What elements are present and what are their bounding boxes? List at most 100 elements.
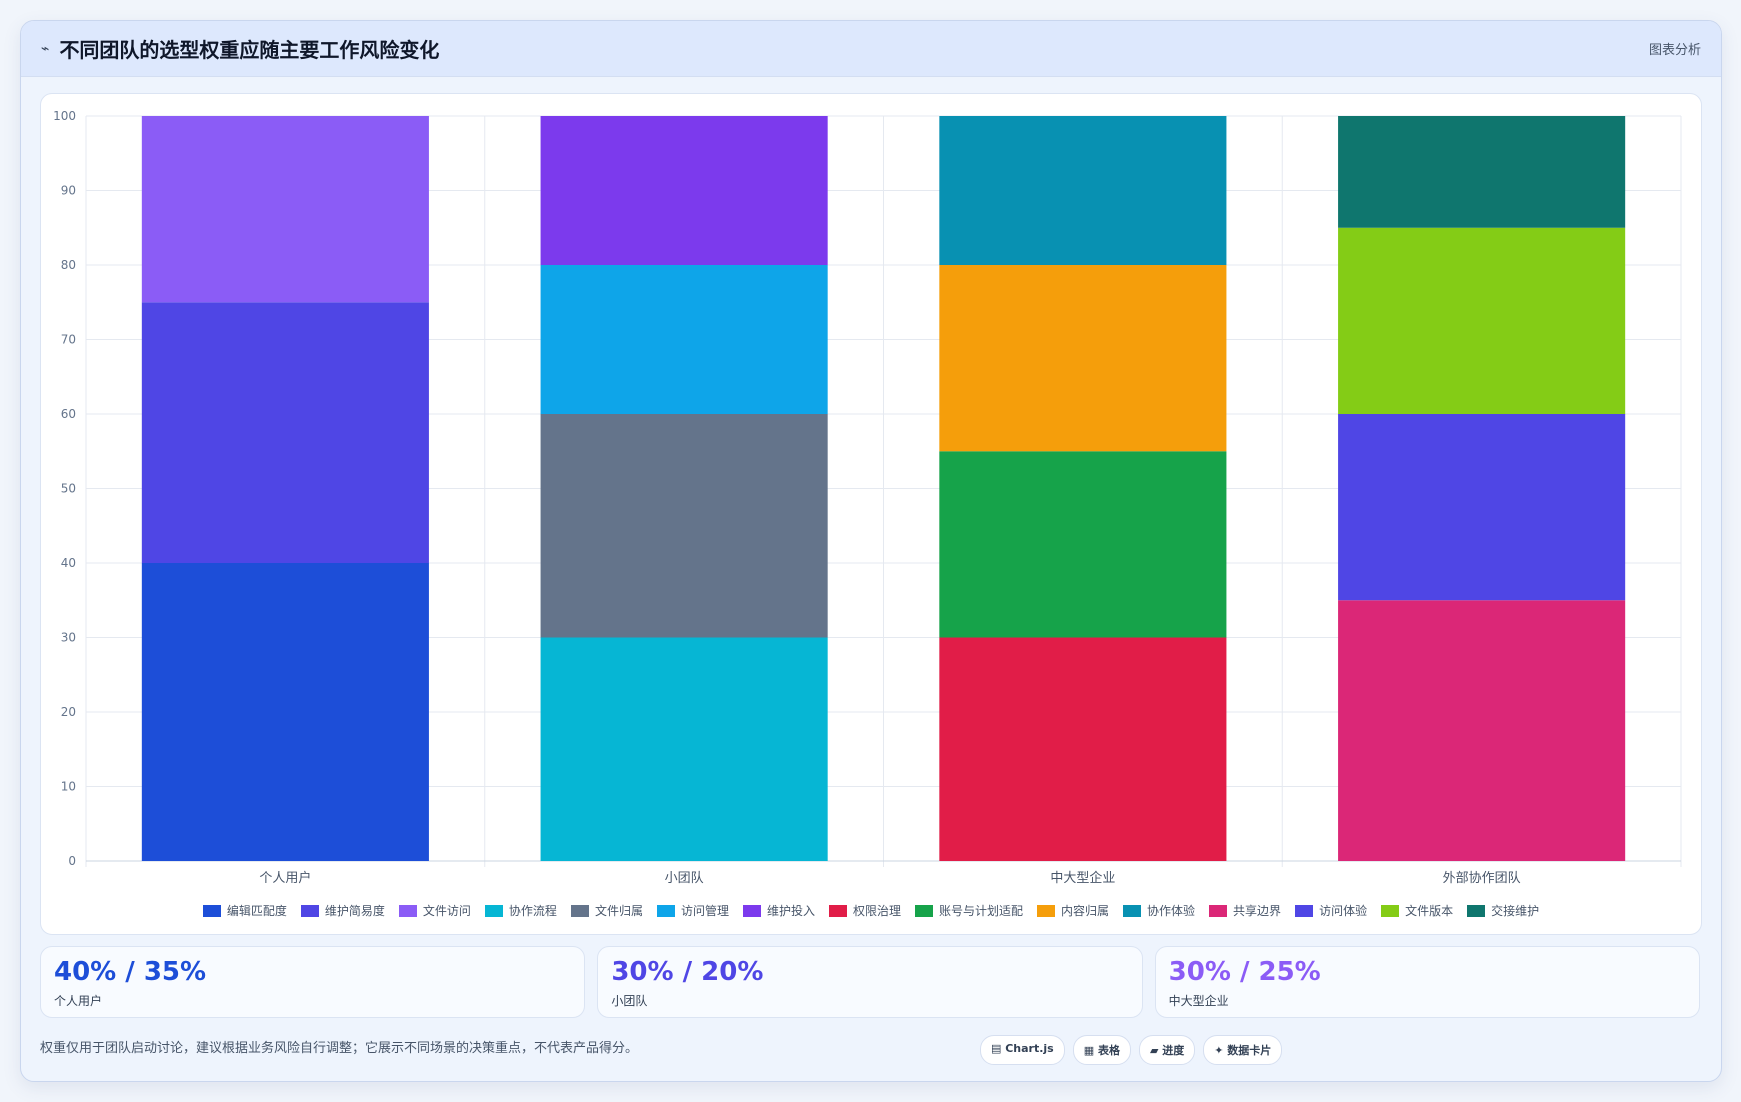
legend-swatch bbox=[1037, 904, 1056, 917]
legend-item[interactable]: 共享边界 bbox=[1209, 902, 1281, 919]
legend-swatch bbox=[1381, 904, 1400, 917]
chart-title: 不同团队的选型权重应随主要工作风险变化 bbox=[59, 38, 440, 62]
y-tick-label: 100 bbox=[53, 109, 76, 123]
x-tick-label: 小团队 bbox=[665, 871, 704, 886]
card-header: ⌁ 不同团队的选型权重应随主要工作风险变化 图表分析 bbox=[21, 21, 1721, 77]
legend-item[interactable]: 维护投入 bbox=[742, 902, 815, 919]
y-tick-label: 0 bbox=[68, 854, 76, 868]
bar-segment bbox=[141, 302, 429, 563]
bar-segment bbox=[540, 414, 828, 638]
card-footer: 权重仅用于团队启动讨论，建议根据业务风险自行调整；它展示不同场景的决策重点，不代… bbox=[40, 1035, 1700, 1067]
view-chips: ▤ Chart.js ▦ 表格 ▰ 进度 ✦ 数据卡片 bbox=[980, 1035, 1283, 1065]
legend-item[interactable]: 内容归属 bbox=[1037, 902, 1109, 919]
stat-value: 40% / 35% bbox=[54, 957, 207, 987]
line-chart-icon: ⌁ bbox=[41, 40, 50, 57]
stat-card: 30% / 20% 小团队 bbox=[597, 946, 1143, 1018]
legend-label: 共享边界 bbox=[1233, 904, 1282, 918]
y-tick-label: 60 bbox=[61, 407, 76, 421]
stat-card: 30% / 25% 中大型企业 bbox=[1154, 946, 1700, 1018]
bar-segment bbox=[1338, 414, 1626, 601]
legend-swatch bbox=[202, 904, 221, 917]
legend-swatch bbox=[300, 904, 319, 917]
legend-item[interactable]: 权限治理 bbox=[828, 902, 901, 919]
x-tick-label: 个人用户 bbox=[259, 870, 311, 886]
legend-label: 编辑匹配度 bbox=[226, 904, 287, 918]
legend-swatch bbox=[484, 904, 503, 917]
stacked-bar-chart: 0 10 20 30 40 50 60 70 80 90 100 个人用户 小团队 中大型企业 外部协作团队 bbox=[53, 109, 1682, 886]
bar-segment bbox=[540, 116, 828, 265]
legend-item[interactable]: 维护简易度 bbox=[300, 902, 385, 919]
legend-label: 内容归属 bbox=[1061, 904, 1110, 918]
y-tick-label: 70 bbox=[61, 333, 76, 347]
stat-cards: 40% / 35% 个人用户 30% / 20% 小团队 30% / 25% 中大型企业 bbox=[40, 946, 1700, 1018]
y-tick-label: 30 bbox=[61, 631, 76, 645]
legend-item[interactable]: 文件版本 bbox=[1381, 902, 1453, 919]
legend-item[interactable]: 访问管理 bbox=[656, 902, 729, 919]
legend-label: 账号与计划适配 bbox=[939, 904, 1024, 918]
y-tick-label: 40 bbox=[61, 556, 76, 570]
legend-item[interactable]: 交接维护 bbox=[1467, 902, 1539, 919]
legend-item[interactable]: 账号与计划适配 bbox=[915, 902, 1023, 919]
legend-swatch bbox=[1467, 904, 1486, 917]
bar-segment bbox=[939, 451, 1227, 638]
card-chip[interactable]: ✦ 数据卡片 bbox=[1203, 1035, 1283, 1065]
legend-item[interactable]: 协作流程 bbox=[484, 902, 557, 919]
y-tick-label: 80 bbox=[61, 258, 76, 272]
legend-swatch bbox=[1209, 904, 1228, 917]
legend-label: 文件版本 bbox=[1405, 904, 1454, 918]
stat-label: 中大型企业 bbox=[1168, 994, 1229, 1009]
legend-swatch bbox=[1295, 904, 1314, 917]
bar-segment bbox=[939, 116, 1227, 265]
legend-item[interactable]: 文件归属 bbox=[570, 902, 643, 919]
legend-swatch bbox=[915, 904, 933, 917]
bar-segment bbox=[141, 116, 429, 303]
bar-segment bbox=[1338, 227, 1626, 414]
x-tick-label: 中大型企业 bbox=[1050, 870, 1115, 886]
legend-item[interactable]: 编辑匹配度 bbox=[202, 902, 287, 919]
table-chip[interactable]: ▦ 表格 bbox=[1072, 1035, 1131, 1065]
legend-label: 维护简易度 bbox=[324, 904, 385, 918]
y-tick-label: 90 bbox=[61, 184, 76, 198]
y-tick-label: 20 bbox=[61, 705, 76, 719]
progress-chip[interactable]: ▰ 进度 bbox=[1138, 1035, 1196, 1065]
legend-label: 访问管理 bbox=[680, 904, 729, 918]
bar-segment bbox=[141, 563, 429, 861]
bar-segment bbox=[540, 637, 828, 861]
x-tick-label: 外部协作团队 bbox=[1443, 871, 1521, 886]
chart-panel: 0 10 20 30 40 50 60 70 80 90 100 个人用户 小团队 中大型企业 外部协作团队… bbox=[40, 93, 1702, 935]
bar-segment bbox=[939, 265, 1227, 452]
footer-note: 权重仅用于团队启动讨论，建议根据业务风险自行调整；它展示不同场景的决策重点，不代… bbox=[40, 1041, 639, 1056]
chart-analysis-link[interactable]: 图表分析 bbox=[1648, 43, 1701, 58]
y-tick-label: 10 bbox=[61, 780, 76, 794]
stat-card: 40% / 35% 个人用户 bbox=[40, 946, 586, 1018]
legend-swatch bbox=[828, 904, 847, 917]
legend-label: 交接维护 bbox=[1491, 904, 1540, 918]
chart-legend: 编辑匹配度 维护简易度 文件访问 协作流程 文件归属 访问管理 维护投入 权限治理 账号与计划适… bbox=[41, 902, 1701, 919]
chart-card: ⌁ 不同团队的选型权重应随主要工作风险变化 图表分析 0 10 20 30 40 50 60… bbox=[20, 20, 1722, 1082]
legend-label: 文件归属 bbox=[594, 904, 643, 918]
legend-label: 协作体验 bbox=[1147, 904, 1196, 918]
stat-value: 30% / 20% bbox=[611, 957, 764, 987]
legend-item[interactable]: 文件访问 bbox=[398, 902, 471, 919]
legend-swatch bbox=[1123, 904, 1142, 917]
legend-label: 协作流程 bbox=[508, 904, 557, 918]
bar-segment bbox=[939, 637, 1227, 861]
legend-swatch bbox=[398, 904, 417, 917]
bar-segment bbox=[1338, 116, 1626, 228]
stat-label: 个人用户 bbox=[54, 994, 103, 1009]
stat-value: 30% / 25% bbox=[1168, 957, 1321, 987]
bar-segment bbox=[540, 265, 828, 414]
bar-segment bbox=[1338, 600, 1626, 861]
legend-item[interactable]: 访问体验 bbox=[1295, 902, 1367, 919]
legend-label: 文件访问 bbox=[422, 904, 471, 918]
legend-item[interactable]: 协作体验 bbox=[1123, 902, 1195, 919]
legend-swatch bbox=[570, 904, 589, 917]
legend-label: 访问体验 bbox=[1319, 904, 1368, 918]
legend-label: 维护投入 bbox=[766, 904, 815, 918]
legend-label: 权限治理 bbox=[852, 904, 901, 918]
y-tick-label: 50 bbox=[61, 482, 76, 496]
stat-label: 小团队 bbox=[611, 994, 648, 1009]
header-left: ⌁ 不同团队的选型权重应随主要工作风险变化 bbox=[41, 34, 439, 63]
chart-chip[interactable]: ▤ Chart.js bbox=[980, 1035, 1065, 1065]
legend-swatch bbox=[742, 904, 761, 917]
